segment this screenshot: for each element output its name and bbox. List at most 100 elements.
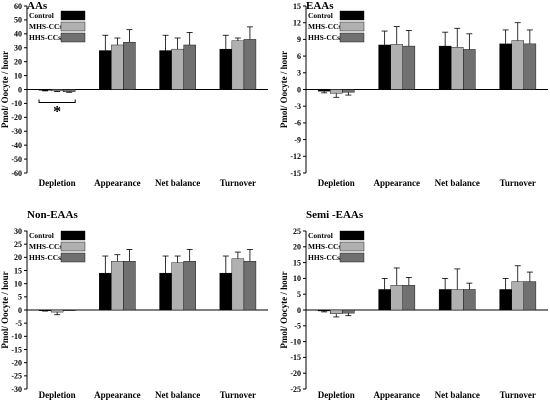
y-tick-label: -60 <box>11 169 22 178</box>
y-tick-label: 15 <box>293 258 301 267</box>
bar <box>219 48 233 90</box>
y-tick-label: 9 <box>297 35 301 44</box>
bar <box>183 44 196 90</box>
legend-label: HHS-CCs <box>308 33 340 42</box>
y-tick-label: 20 <box>14 57 22 66</box>
y-tick-label: -50 <box>11 155 22 164</box>
category-label: Net balance <box>435 390 480 400</box>
y-tick-label: -10 <box>11 332 22 341</box>
category-label: Depletion <box>39 178 76 188</box>
bar <box>499 289 512 311</box>
y-tick-label: 0 <box>297 306 301 315</box>
category-label: Turnover <box>500 390 536 400</box>
bar <box>390 44 404 90</box>
y-tick-label: -30 <box>11 385 22 394</box>
y-tick-label: -10 <box>290 337 301 346</box>
bar <box>511 40 525 90</box>
category-label: Depletion <box>318 178 355 188</box>
legend-swatch <box>339 230 365 241</box>
legend-swatch <box>60 21 86 32</box>
bar <box>463 49 476 90</box>
category-label: Appearance <box>94 178 141 188</box>
legend-swatch <box>339 10 365 21</box>
legend-label: Control <box>29 11 54 20</box>
y-tick-label: 50 <box>14 16 22 25</box>
category-label: Net balance <box>155 178 200 188</box>
bar <box>402 285 416 311</box>
panel-title: Non-EAAs <box>27 209 78 221</box>
y-tick-label: -15 <box>290 353 301 362</box>
y-axis-label: Pmol/ Oocyte / hour <box>279 51 289 128</box>
category-label: Appearance <box>374 390 421 400</box>
y-axis-label: Pmol/ Oocyte / hour <box>0 271 10 348</box>
category-label: Appearance <box>94 390 141 400</box>
y-tick-label: -3 <box>294 102 301 111</box>
legend-label: HHS-CCs <box>308 253 340 262</box>
bar <box>50 89 64 92</box>
bar <box>62 89 76 92</box>
bar <box>171 262 184 311</box>
bar <box>342 89 355 93</box>
legend-label: MHS-CCs <box>29 242 62 251</box>
legend-swatch <box>339 32 365 43</box>
category-label: Depletion <box>39 390 76 400</box>
bar <box>111 261 124 311</box>
bar <box>390 285 404 311</box>
category-label: Turnover <box>220 390 256 400</box>
legend-label: MHS-CCs <box>29 22 62 31</box>
bar <box>50 309 64 313</box>
bar <box>62 309 76 312</box>
bar <box>243 39 257 90</box>
y-tick-label: 25 <box>293 227 301 236</box>
y-tick-label: 40 <box>14 30 22 39</box>
y-tick-label: 10 <box>14 279 22 288</box>
category-label: Turnover <box>220 178 256 188</box>
bar <box>499 43 512 90</box>
y-tick-label: 0 <box>297 85 301 94</box>
category-label: Appearance <box>374 178 421 188</box>
y-tick-label: 15 <box>293 2 301 11</box>
y-tick-label: 0 <box>18 306 22 315</box>
y-tick-label: 0 <box>18 85 22 94</box>
bar <box>123 41 136 90</box>
legend-swatch <box>339 252 365 263</box>
legend-swatch <box>339 21 365 32</box>
bar <box>463 289 476 311</box>
y-axis-label: Pmol/ Oocyte / hour <box>279 271 289 348</box>
y-axis-label: Pmol/ Oocyte / hour <box>0 51 10 128</box>
bar <box>171 48 184 90</box>
y-tick-label: -6 <box>294 119 301 128</box>
y-tick-label: 10 <box>14 71 22 80</box>
significance-bracket <box>38 99 76 103</box>
bar <box>159 50 172 90</box>
y-tick-label: -15 <box>11 345 22 354</box>
y-tick-label: 60 <box>14 2 22 11</box>
y-tick-label: 30 <box>14 44 22 53</box>
y-tick-label: 3 <box>297 69 301 78</box>
category-label: Net balance <box>155 390 200 400</box>
y-tick-label: -5 <box>294 322 301 331</box>
panel-title: EAAs <box>306 0 334 12</box>
bar <box>523 43 537 90</box>
y-tick-label: 6 <box>297 52 301 61</box>
legend-label: MHS-CCs <box>308 22 341 31</box>
legend-label: MHS-CCs <box>308 242 341 251</box>
y-tick-label: -10 <box>11 99 22 108</box>
legend-label: HHS-CCs <box>29 33 61 42</box>
bar <box>402 45 416 90</box>
bar <box>317 89 331 92</box>
bar <box>123 261 136 311</box>
y-tick-label: 10 <box>293 274 301 283</box>
bar <box>378 289 391 311</box>
significance-star: * <box>53 104 61 121</box>
bar <box>378 44 391 90</box>
legend-swatch <box>60 10 86 21</box>
y-tick-label: 30 <box>14 227 22 236</box>
legend-swatch <box>339 241 365 252</box>
bar <box>317 309 331 312</box>
chart-panel-4: Semi -EAAs 25 20 15 10 5 0 -5 -10 -15 -20 -25 Pmol/ … <box>279 209 548 400</box>
category-label: Turnover <box>500 178 536 188</box>
y-tick-label: 25 <box>14 240 22 249</box>
category-label: Depletion <box>318 390 355 400</box>
